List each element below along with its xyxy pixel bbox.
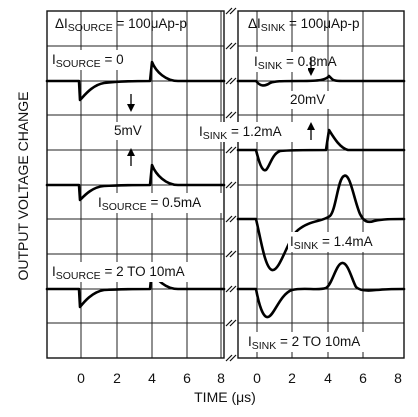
scale-arrows [127,58,315,166]
traces [45,60,406,319]
x-tick-source-0: 0 [77,370,85,386]
x-tick-source-2: 2 [113,370,121,386]
trace-source-2-to-10ma [45,268,226,309]
x-tick-source-8: 8 [217,370,225,386]
x-tick-sink-8: 8 [394,370,402,386]
y-axis-label: OUTPUT VOLTAGE CHANGE [15,91,31,280]
axis-break-mark [229,319,237,327]
axis-break-mark [229,77,237,85]
axis-break-mark [225,181,233,189]
trace-sink-2-to-10ma [236,261,406,319]
axis-break-mark [225,111,233,119]
x-tick-sink-2: 2 [288,370,296,386]
label-source-0.5ma: ISOURCE = 0.5mA [98,195,201,213]
axis-break-gap [224,9,238,360]
source-scale-label: 5mV [114,123,142,138]
x-tick-sink-0: 0 [253,370,261,386]
x-tick-labels: 0 2 4 6 8 0 2 4 6 8 [77,370,402,386]
axis-break-mark [225,215,233,223]
trace-source-0.5ma [45,163,226,202]
x-tick-source-6: 6 [183,370,191,386]
axis-break-mark [225,77,233,85]
axis-break-mark [225,319,233,327]
label-source-2-to-10ma: ISOURCE = 2 TO 10mA [52,264,185,282]
axis-break-mark [229,250,237,258]
sink-panel-title: ΔISINK = 100μAp-p [248,16,360,34]
axis-break-mark [229,7,237,15]
axis-break-mark [229,111,237,119]
trace-sink-0.8ma [236,74,406,87]
axis-break-mark [225,285,233,293]
label-sink-0.8ma: ISINK = 0.8mA [254,54,337,72]
trace-sink-1.4ma [236,174,406,272]
x-axis-label: TIME (μs) [194,389,256,405]
x-tick-sink-6: 6 [359,370,367,386]
axis-break-mark [229,215,237,223]
axis-break-mark [225,42,233,50]
axis-break-mark [225,7,233,15]
axis-break-mark [225,146,233,154]
trace-sink-1.2ma [236,128,406,172]
axis-break-mark [229,354,237,362]
axis-break-marks [225,7,237,362]
label-source-0: ISOURCE = 0 [52,52,124,70]
axis-break-mark [225,250,233,258]
label-sink-1.4ma: ISINK = 1.4mA [290,234,373,252]
axis-break-mark [229,42,237,50]
axis-break-mark [225,354,233,362]
axis-break-mark [229,285,237,293]
x-tick-source-4: 4 [148,370,156,386]
trace-source-0 [45,60,226,102]
label-sink-1.2ma: ISINK = 1.2mA [199,124,282,142]
sink-panel-frame [237,10,405,359]
axis-break-mark [229,181,237,189]
x-tick-sink-4: 4 [324,370,332,386]
source-panel-title: ΔISOURCE = 100μAp-p [55,16,187,34]
sink-scale-label: 20mV [290,92,325,107]
axis-break-mark [229,146,237,154]
label-sink-2-to-10ma: ISINK = 2 TO 10mA [248,334,360,352]
